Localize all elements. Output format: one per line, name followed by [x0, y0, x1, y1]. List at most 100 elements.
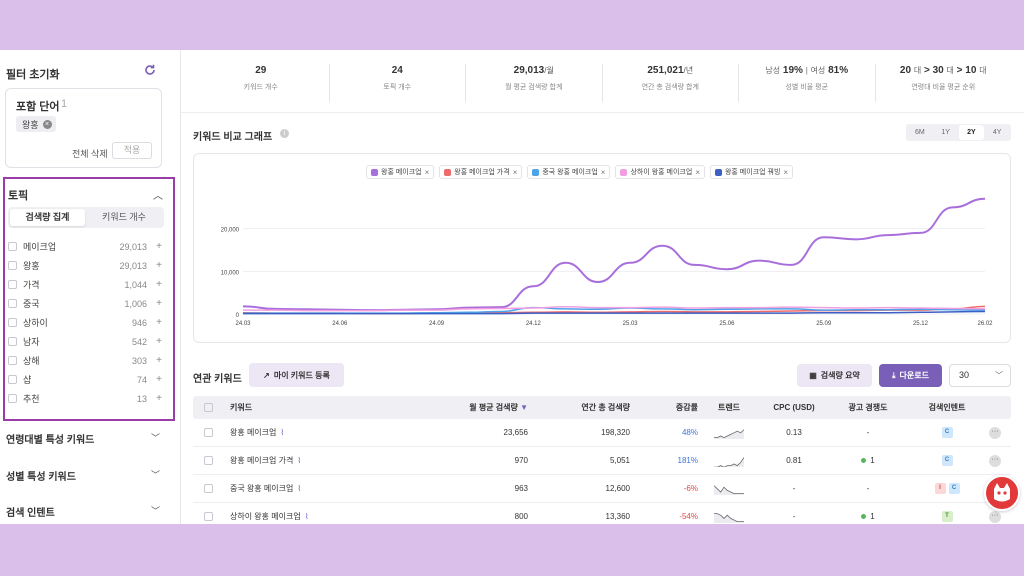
table-row[interactable]: 왕홍 메이크업 가격 ⌇ 970 5,051 181% 0.81 1 C ··· [193, 447, 1011, 475]
topic-item[interactable]: 중국 1,006 + [8, 294, 163, 313]
chevron-up-icon[interactable]: ︿ [153, 191, 163, 202]
topic-checkbox[interactable] [8, 318, 17, 327]
legend-chip[interactable]: 왕홍 메이크업 꿔빙 × [709, 165, 794, 179]
select-all-checkbox[interactable] [204, 403, 213, 412]
legend-checkbox-icon[interactable] [532, 168, 540, 176]
chart-line-icon[interactable]: ⌇ [297, 456, 302, 465]
register-my-keyword-button[interactable]: ↗ 마이 키워드 등록 [249, 363, 344, 387]
chevron-down-icon[interactable]: ﹀ [151, 470, 161, 480]
intent-badge: T [941, 511, 953, 522]
plus-icon[interactable]: + [156, 336, 162, 347]
cell-keyword[interactable]: 왕홍 메이크업 가격 ⌇ [223, 455, 403, 466]
legend-checkbox-icon[interactable] [444, 168, 452, 176]
topic-checkbox[interactable] [8, 356, 17, 365]
female-value: 81% [828, 65, 849, 76]
topic-checkbox[interactable] [8, 394, 17, 403]
volume-summary-button[interactable]: ▦ 검색량 요약 [797, 364, 872, 387]
legend-checkbox-icon[interactable] [714, 168, 722, 176]
chevron-down-icon[interactable]: ﹀ [151, 506, 161, 516]
cell-keyword[interactable]: 왕홍 메이크업 ⌇ [223, 427, 403, 438]
stat-label: 토픽 개수 [383, 84, 412, 91]
legend-checkbox-icon[interactable] [620, 168, 628, 176]
close-icon[interactable]: × [512, 167, 518, 177]
close-icon[interactable]: × [783, 167, 789, 177]
plus-icon[interactable]: + [156, 241, 162, 252]
row-checkbox[interactable] [204, 456, 213, 465]
plus-icon[interactable]: + [156, 317, 162, 328]
legend-chip[interactable]: 중국 왕홍 메이크업 × [527, 165, 611, 179]
close-icon[interactable]: × [695, 167, 700, 177]
period-2y[interactable]: 2Y [958, 125, 985, 140]
chip-remove-icon[interactable]: × [42, 119, 52, 129]
legend-chip[interactable]: 왕홍 메이크업 × [366, 165, 435, 179]
close-icon[interactable]: × [600, 167, 606, 177]
close-icon[interactable]: × [424, 167, 430, 177]
reset-icon[interactable] [143, 63, 157, 77]
download-button[interactable]: ⤓ 다운로드 [879, 364, 942, 387]
chip-label: 왕홍 [22, 119, 39, 130]
col-monthly[interactable]: 월 평균 검색량 ▼ [403, 402, 528, 413]
chart-line-icon[interactable]: ⌇ [304, 512, 309, 521]
topic-count: 29,013 [119, 241, 147, 252]
topic-item[interactable]: 상해 303 + [8, 351, 163, 370]
more-options-icon[interactable]: ··· [989, 454, 1001, 467]
stat-unit: /월 [544, 66, 554, 75]
topic-item[interactable]: 메이크업 29,013 + [8, 237, 163, 256]
plus-icon[interactable]: + [156, 260, 162, 271]
cell-keyword[interactable]: 상하이 왕홍 메이크업 ⌇ [223, 511, 403, 522]
keyword-chip[interactable]: 왕홍 × [16, 116, 56, 132]
chat-assistant-button[interactable] [984, 475, 1020, 511]
more-options-icon[interactable]: ··· [989, 426, 1001, 439]
table-row[interactable]: 왕홍 메이크업 ⌇ 23,656 198,320 48% 0.13 - C ··· [193, 419, 1011, 447]
topic-checkbox[interactable] [8, 242, 17, 251]
info-icon[interactable]: i [280, 129, 289, 138]
row-checkbox[interactable] [204, 484, 213, 493]
stat-unit: /년 [683, 66, 694, 75]
row-checkbox[interactable] [204, 512, 213, 521]
tab-search-volume[interactable]: 검색량 집계 [10, 209, 85, 226]
page-size-select[interactable]: 30 ﹀ [949, 364, 1011, 387]
period-6m[interactable]: 6M [915, 129, 925, 136]
plus-icon[interactable]: + [156, 355, 162, 366]
topic-checkbox[interactable] [8, 337, 17, 346]
cell-cpc: - [792, 512, 796, 521]
chart-line-icon[interactable]: ⌇ [280, 428, 285, 437]
cell-intent: T [908, 511, 986, 522]
period-1y[interactable]: 1Y [941, 129, 950, 136]
legend-chip[interactable]: 왕홍 메이크업 가격 × [439, 165, 523, 179]
period-4y[interactable]: 4Y [992, 129, 1002, 136]
topic-item[interactable]: 왕홍 29,013 + [8, 256, 163, 275]
chart-line-icon[interactable]: ⌇ [297, 484, 302, 493]
legend-checkbox-icon[interactable] [371, 168, 378, 176]
topic-count: 1,006 [124, 298, 147, 309]
topic-label: 가격 [23, 280, 40, 290]
delete-all-button[interactable]: 전체 삭제 [72, 149, 108, 159]
plus-icon[interactable]: + [156, 298, 162, 309]
topic-checkbox[interactable] [8, 299, 17, 308]
topic-item[interactable]: 추천 13 + [8, 389, 163, 408]
section-gender-keywords[interactable]: 성별 특성 키워드 [6, 472, 76, 483]
topic-item[interactable]: 남자 542 + [8, 332, 163, 351]
topic-checkbox[interactable] [8, 375, 17, 384]
legend-chip[interactable]: 상하이 왕홍 메이크업 × [615, 165, 705, 179]
plus-icon[interactable]: + [156, 393, 162, 404]
section-search-intent[interactable]: 검색 인텐트 [6, 508, 55, 519]
topic-checkbox[interactable] [8, 280, 17, 289]
row-checkbox[interactable] [204, 428, 213, 437]
topic-item[interactable]: 샵 74 + [8, 370, 163, 389]
topic-item[interactable]: 가격 1,044 + [8, 275, 163, 294]
apply-button[interactable]: 적용 [112, 142, 152, 159]
plus-icon[interactable]: + [156, 279, 162, 290]
plus-icon[interactable]: + [156, 374, 162, 385]
tab-keyword-count[interactable]: 키워드 개수 [102, 212, 146, 222]
topic-checkbox[interactable] [8, 261, 17, 270]
stat-number: 29,013 [513, 65, 545, 76]
chevron-down-icon[interactable]: ﹀ [151, 433, 161, 443]
more-options-icon[interactable]: ··· [989, 510, 1001, 523]
topic-count: 29,013 [119, 260, 147, 271]
section-age-keywords[interactable]: 연령대별 특성 키워드 [6, 435, 95, 446]
cell-keyword[interactable]: 중국 왕홍 메이크업 ⌇ [223, 483, 403, 494]
table-row[interactable]: 상하이 왕홍 메이크업 ⌇ 800 13,360 -54% - 1 T ··· [193, 503, 1011, 524]
topic-item[interactable]: 상하이 946 + [8, 313, 163, 332]
